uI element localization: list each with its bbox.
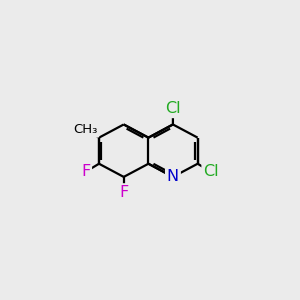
- Text: F: F: [81, 164, 90, 179]
- Text: F: F: [119, 185, 128, 200]
- Text: Cl: Cl: [203, 164, 219, 179]
- Text: N: N: [167, 169, 179, 184]
- Text: Cl: Cl: [165, 101, 181, 116]
- Text: CH₃: CH₃: [73, 123, 98, 136]
